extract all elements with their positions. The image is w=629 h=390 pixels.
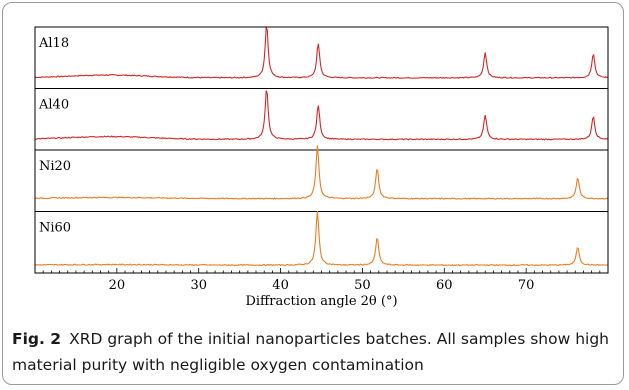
x-axis-label: Diffraction angle 2θ (°) [245,294,397,309]
xrd-chart: Al18 Al40 Ni20 Ni60 20 30 40 50 60 70 Diffraction … [34,26,609,309]
series-line-al18 [34,27,609,79]
panel-label-ni60: Ni60 [39,221,71,236]
panel-label-al18: Al18 [38,36,69,51]
figure-frame [2,2,624,385]
series-line-ni60 [35,210,609,267]
caption-label: Fig. 2 [12,330,62,348]
x-tick-label: 20 [109,278,126,293]
x-tick-label: 70 [518,278,535,293]
x-tick-label: 60 [436,278,453,293]
figure-caption: Fig. 2 XRD graph of the initial nanoparti… [12,326,612,378]
series-line-ni20 [34,145,609,200]
series-line-al40 [34,90,608,141]
caption-text: XRD graph of the initial nanoparticles b… [12,330,610,374]
panel-label-ni20: Ni20 [39,159,71,174]
x-tick-label: 50 [354,278,371,293]
x-tick-label: 40 [272,278,289,293]
panel-label-al40: Al40 [38,98,69,113]
x-tick-label: 30 [190,278,207,293]
